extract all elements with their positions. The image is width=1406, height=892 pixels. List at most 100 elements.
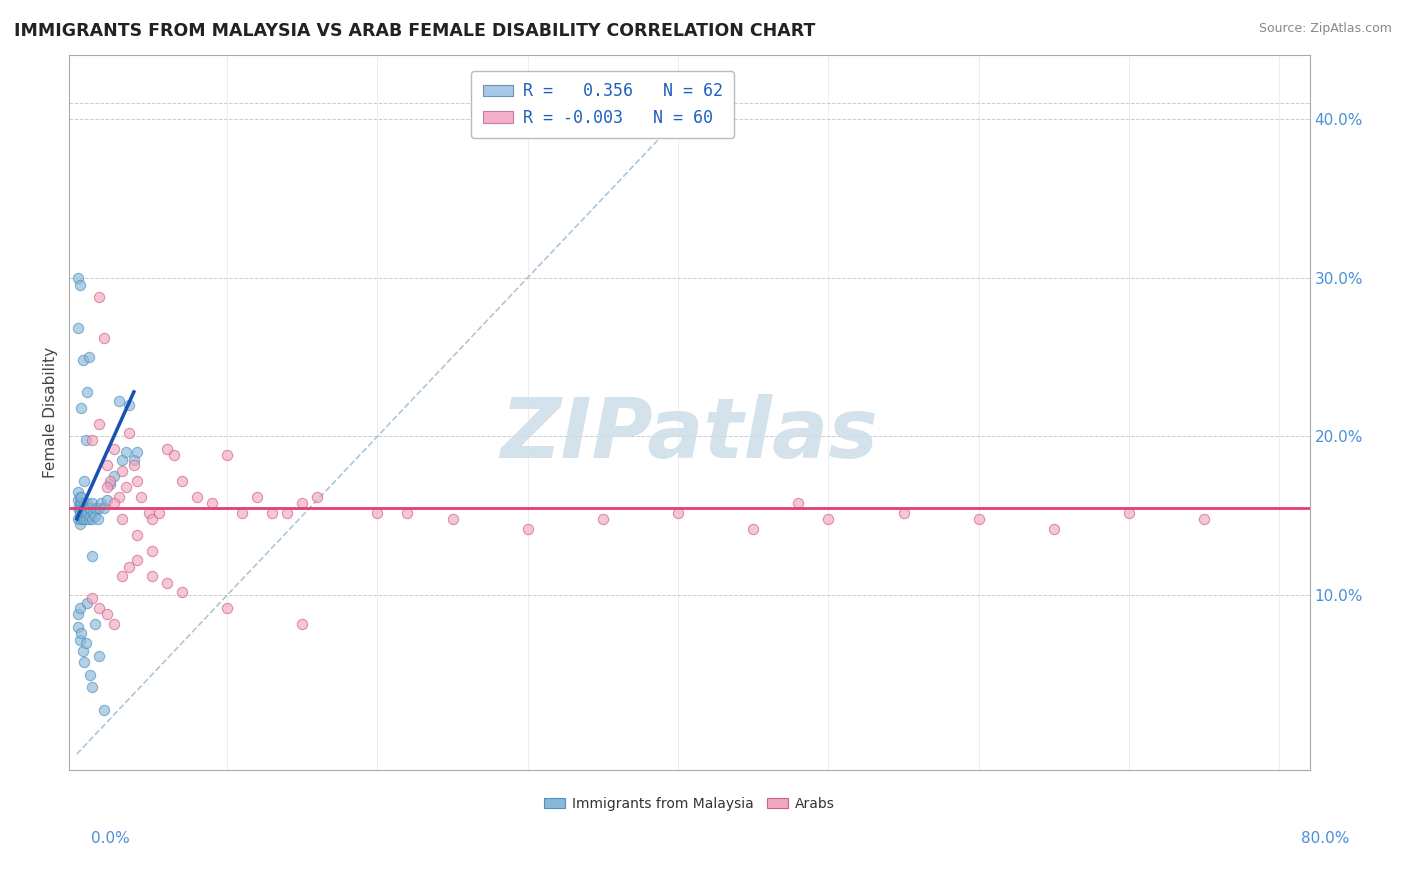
Point <box>69 496 91 510</box>
Point <box>441 512 464 526</box>
Point <box>70 490 93 504</box>
Point <box>72 500 94 515</box>
Point <box>79 508 101 523</box>
Point <box>787 496 810 510</box>
Point <box>80 549 103 563</box>
Point <box>90 496 112 510</box>
Point <box>77 500 100 515</box>
Point <box>141 543 163 558</box>
Point <box>246 490 269 504</box>
Point <box>69 490 91 504</box>
Point <box>108 394 131 409</box>
Point <box>103 496 125 510</box>
Point <box>69 632 91 647</box>
Point <box>70 626 93 640</box>
Point <box>80 681 103 695</box>
Point <box>80 496 103 510</box>
Point <box>98 477 121 491</box>
Point <box>156 575 179 590</box>
Point <box>111 512 134 526</box>
Point <box>67 607 90 622</box>
Point <box>67 500 90 515</box>
Point <box>80 512 103 526</box>
Point <box>75 433 97 447</box>
Point <box>118 398 141 412</box>
Point <box>138 506 160 520</box>
Point <box>89 290 111 304</box>
Point <box>67 270 90 285</box>
Point <box>76 506 98 520</box>
Point <box>217 449 239 463</box>
Point <box>111 453 134 467</box>
Text: 80.0%: 80.0% <box>1302 831 1350 846</box>
Point <box>89 648 111 663</box>
Point <box>67 485 90 500</box>
Point <box>72 512 94 526</box>
Point <box>516 522 538 536</box>
Point <box>103 616 125 631</box>
Point <box>1194 512 1216 526</box>
Point <box>156 442 179 456</box>
Point <box>73 655 96 669</box>
Point <box>396 506 419 520</box>
Point <box>73 506 96 520</box>
Text: 0.0%: 0.0% <box>91 831 131 846</box>
Point <box>76 496 98 510</box>
Point <box>592 512 614 526</box>
Point <box>291 616 314 631</box>
Point <box>103 442 125 456</box>
Text: ZIPatlas: ZIPatlas <box>501 393 879 475</box>
Point <box>73 474 96 488</box>
Point <box>96 480 118 494</box>
Point <box>307 490 329 504</box>
Point <box>893 506 915 520</box>
Point <box>108 490 131 504</box>
Point <box>148 506 170 520</box>
Point <box>70 508 93 523</box>
Point <box>80 433 103 447</box>
Text: IMMIGRANTS FROM MALAYSIA VS ARAB FEMALE DISABILITY CORRELATION CHART: IMMIGRANTS FROM MALAYSIA VS ARAB FEMALE … <box>14 22 815 40</box>
Point <box>83 616 105 631</box>
Point <box>1118 506 1140 520</box>
Point <box>73 512 96 526</box>
Point <box>96 458 118 472</box>
Point <box>103 469 125 483</box>
Point <box>115 445 138 459</box>
Point <box>73 500 96 515</box>
Text: Source: ZipAtlas.com: Source: ZipAtlas.com <box>1258 22 1392 36</box>
Point <box>125 474 148 488</box>
Point <box>67 492 90 507</box>
Point <box>93 500 115 515</box>
Point <box>170 474 193 488</box>
Point <box>125 528 148 542</box>
Point <box>79 500 101 515</box>
Point <box>217 601 239 615</box>
Point <box>73 496 96 510</box>
Point <box>72 644 94 658</box>
Point <box>72 508 94 523</box>
Point <box>276 506 298 520</box>
Point <box>125 553 148 567</box>
Point <box>75 636 97 650</box>
Point <box>291 496 314 510</box>
Point <box>70 401 93 415</box>
Point <box>666 506 689 520</box>
Point <box>69 508 91 523</box>
Point <box>201 496 224 510</box>
Point <box>69 516 91 531</box>
Point <box>742 522 765 536</box>
Point <box>70 496 93 510</box>
Point <box>262 506 284 520</box>
Point <box>83 508 105 523</box>
Point <box>77 512 100 526</box>
Point <box>96 492 118 507</box>
Point <box>75 500 97 515</box>
Point <box>89 417 111 431</box>
Point <box>69 601 91 615</box>
Point <box>111 464 134 478</box>
Point <box>75 512 97 526</box>
Point <box>70 500 93 515</box>
Point <box>1043 522 1066 536</box>
Point <box>231 506 253 520</box>
Point <box>72 506 94 520</box>
